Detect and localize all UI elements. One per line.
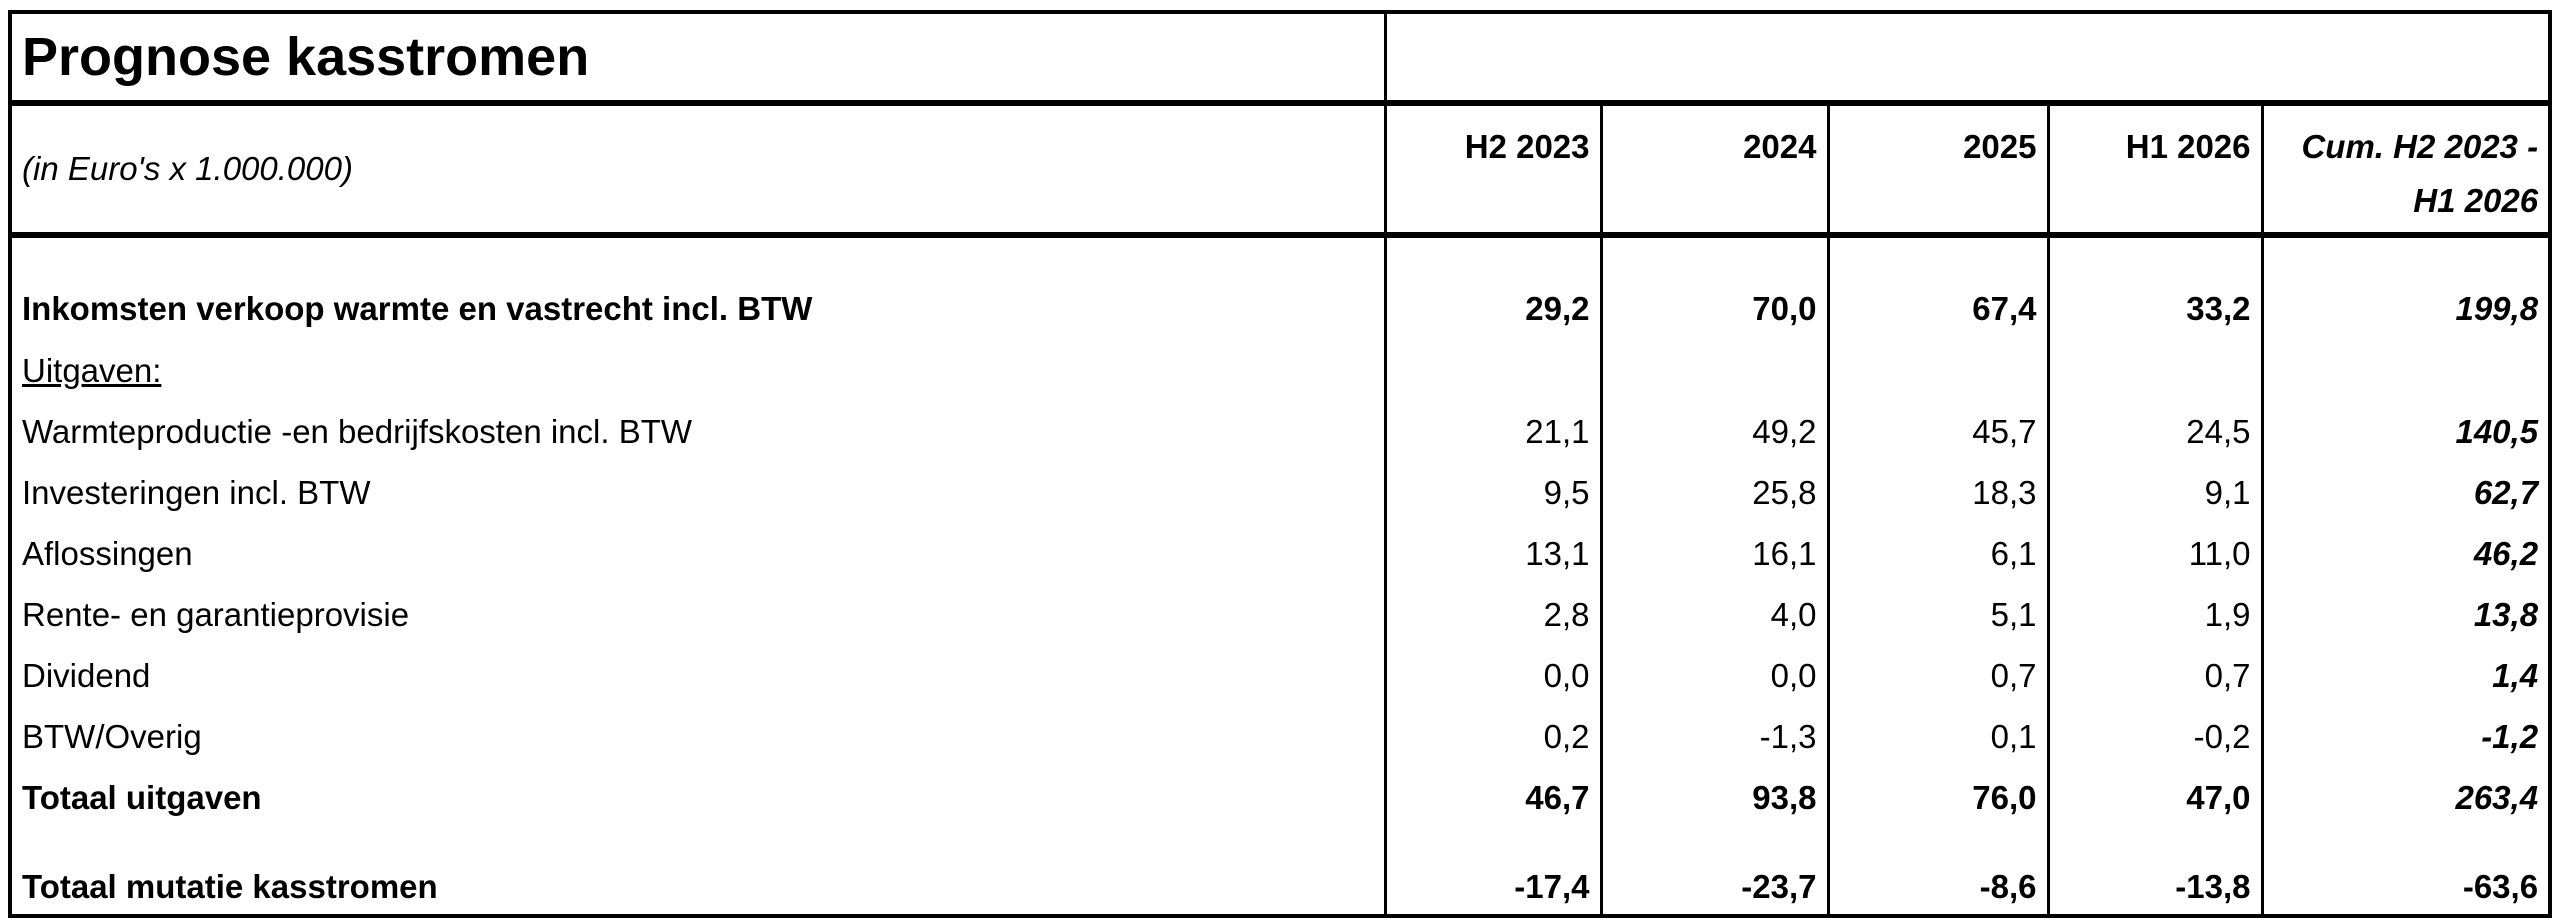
cashflow-forecast-table: Prognose kasstromen (in Euro's x 1.000.0… bbox=[8, 10, 2553, 918]
value-cell: -8,6 bbox=[1826, 828, 2048, 916]
row-label-text: Totaal mutatie kasstromen bbox=[22, 868, 438, 905]
value-cell bbox=[1826, 340, 2048, 401]
cum-header-line1: Cum. H2 2023 - bbox=[2301, 128, 2539, 165]
value-cell: 0,0 bbox=[1383, 645, 1601, 706]
table-row: Totaal mutatie kasstromen -17,4 -23,7 -8,6-… bbox=[10, 828, 2551, 916]
cumulative-value-cell bbox=[2260, 340, 2551, 401]
value-cell: 0,7 bbox=[2046, 645, 2262, 706]
row-label-text: BTW/Overig bbox=[22, 717, 202, 755]
row-label: Inkomsten verkoop warmte en vastrecht in… bbox=[10, 235, 1385, 340]
unit-label: (in Euro's x 1.000.000) bbox=[10, 103, 1385, 238]
row-label: Rente- en garantieprovisie bbox=[10, 584, 1385, 645]
value-cell bbox=[1383, 340, 1601, 401]
header-row: (in Euro's x 1.000.000) H2 2023 2024 202… bbox=[10, 103, 2551, 238]
value-cell: 25,8 bbox=[1599, 462, 1828, 523]
table-row: Dividend 0,0 0,0 0,7 0,7 1,4 bbox=[10, 645, 2551, 706]
value-cell: 46,7 bbox=[1383, 767, 1601, 828]
cumulative-value-cell: 1,4 bbox=[2260, 645, 2551, 706]
value-cell: 6,1 bbox=[1826, 523, 2048, 584]
row-label-text: Warmteproductie -en bedrijfskosten incl.… bbox=[22, 412, 693, 450]
value-cell: 0,7 bbox=[1826, 645, 2048, 706]
value-cell: 9,5 bbox=[1383, 462, 1601, 523]
row-label: Investeringen incl. BTW bbox=[10, 462, 1385, 523]
cumulative-value-cell: 13,8 bbox=[2260, 584, 2551, 645]
value-cell: 67,4 bbox=[1826, 235, 2048, 340]
cumulative-value-cell: 140,5 bbox=[2260, 401, 2551, 462]
value-cell: 0,2 bbox=[1383, 706, 1601, 767]
value-cell: 16,1 bbox=[1599, 523, 1828, 584]
value-cell: 45,7 bbox=[1826, 401, 2048, 462]
value-cell: 70,0 bbox=[1599, 235, 1828, 340]
table-row: Aflossingen 13,1 16,1 6,1 11,0 46,2 bbox=[10, 523, 2551, 584]
table-row: Uitgaven: bbox=[10, 340, 2551, 401]
table-row: BTW/Overig 0,2 -1,3 0,1 -0,2 -1,2 bbox=[10, 706, 2551, 767]
column-header-cumulative: Cum. H2 2023 - H1 2026 bbox=[2260, 103, 2551, 238]
value-cell: 24,5 bbox=[2046, 401, 2262, 462]
cum-header-line2: H1 2026 bbox=[2413, 182, 2539, 219]
row-label-text: Inkomsten verkoop warmte en vastrecht in… bbox=[22, 290, 813, 327]
value-cell: -13,8 bbox=[2046, 828, 2262, 916]
cumulative-value-cell: -1,2 bbox=[2260, 706, 2551, 767]
value-cell: 11,0 bbox=[2046, 523, 2262, 584]
column-header: H1 2026 bbox=[2046, 103, 2262, 238]
table-title: Prognose kasstromen bbox=[10, 12, 1385, 106]
table-row: Warmteproductie -en bedrijfskosten incl.… bbox=[10, 401, 2551, 462]
row-label-text: Aflossingen bbox=[22, 534, 193, 572]
column-header: 2024 bbox=[1599, 103, 1828, 238]
row-label-text: Uitgaven: bbox=[22, 351, 162, 389]
row-label: Totaal mutatie kasstromen bbox=[10, 828, 1385, 916]
column-header: H2 2023 bbox=[1383, 103, 1601, 238]
value-cell bbox=[2046, 340, 2262, 401]
row-label-text: Rente- en garantieprovisie bbox=[22, 595, 410, 633]
value-cell: -23,7 bbox=[1599, 828, 1828, 916]
cumulative-value-cell: 199,8 bbox=[2260, 235, 2551, 340]
value-cell: -0,2 bbox=[2046, 706, 2262, 767]
cumulative-value-cell: 263,4 bbox=[2260, 767, 2551, 828]
value-cell: 76,0 bbox=[1826, 767, 2048, 828]
value-cell: 4,0 bbox=[1599, 584, 1828, 645]
value-cell: 18,3 bbox=[1826, 462, 2048, 523]
title-row: Prognose kasstromen bbox=[10, 12, 2551, 106]
row-label: Uitgaven: bbox=[10, 340, 1385, 401]
value-cell: 5,1 bbox=[1826, 584, 2048, 645]
cumulative-value-cell: -63,6 bbox=[2260, 828, 2551, 916]
row-label: Totaal uitgaven bbox=[10, 767, 1385, 828]
value-cell: 0,1 bbox=[1826, 706, 2048, 767]
title-blank-cell bbox=[1383, 12, 2551, 106]
value-cell: 49,2 bbox=[1599, 401, 1828, 462]
value-cell: 0,0 bbox=[1599, 645, 1828, 706]
row-label-text: Totaal uitgaven bbox=[22, 778, 262, 816]
value-cell bbox=[1599, 340, 1828, 401]
cumulative-value-cell: 46,2 bbox=[2260, 523, 2551, 584]
cumulative-value-cell: 62,7 bbox=[2260, 462, 2551, 523]
row-label: Warmteproductie -en bedrijfskosten incl.… bbox=[10, 401, 1385, 462]
row-label: Dividend bbox=[10, 645, 1385, 706]
column-header: 2025 bbox=[1826, 103, 2048, 238]
value-cell: 33,2 bbox=[2046, 235, 2262, 340]
value-cell: -1,3 bbox=[1599, 706, 1828, 767]
value-cell: 13,1 bbox=[1383, 523, 1601, 584]
value-cell: 2,8 bbox=[1383, 584, 1601, 645]
value-cell: 1,9 bbox=[2046, 584, 2262, 645]
value-cell: 47,0 bbox=[2046, 767, 2262, 828]
table-row: Inkomsten verkoop warmte en vastrecht in… bbox=[10, 235, 2551, 340]
value-cell: 93,8 bbox=[1599, 767, 1828, 828]
row-label-text: Investeringen incl. BTW bbox=[22, 473, 371, 511]
value-cell: 21,1 bbox=[1383, 401, 1601, 462]
value-cell: 9,1 bbox=[2046, 462, 2262, 523]
row-label-text: Dividend bbox=[22, 656, 151, 694]
row-label: Aflossingen bbox=[10, 523, 1385, 584]
table-row: Investeringen incl. BTW 9,5 25,8 18,3 9,1 62,… bbox=[10, 462, 2551, 523]
value-cell: -17,4 bbox=[1383, 828, 1601, 916]
value-cell: 29,2 bbox=[1383, 235, 1601, 340]
table-row: Totaal uitgaven 46,7 93,8 76,0 47,0 263,4 bbox=[10, 767, 2551, 828]
table-row: Rente- en garantieprovisie 2,8 4,0 5,1 1,9 13… bbox=[10, 584, 2551, 645]
row-label: BTW/Overig bbox=[10, 706, 1385, 767]
